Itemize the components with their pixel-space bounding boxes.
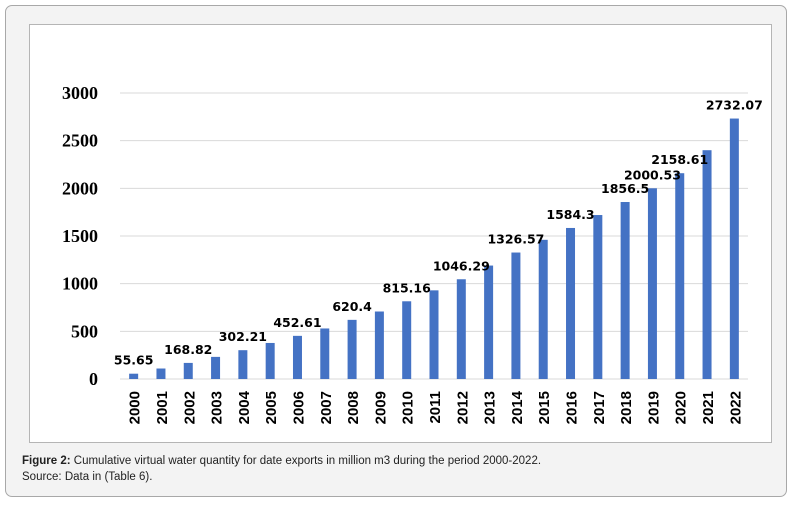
x-tick-label: 2007 — [318, 391, 335, 424]
bar — [211, 356, 221, 379]
x-tick-label: 2001 — [154, 391, 171, 424]
caption-source: Source: Data in (Table 6). — [22, 471, 153, 483]
bar — [675, 173, 685, 379]
x-tick-label: 2016 — [564, 391, 581, 424]
data-label: 55.65 — [114, 353, 154, 368]
x-tick-label: 2010 — [400, 391, 417, 424]
y-tick-label: 1500 — [62, 226, 98, 246]
x-tick-label: 2012 — [454, 391, 471, 424]
x-tick-label: 2009 — [372, 391, 389, 424]
bar — [402, 301, 412, 379]
x-tick-label: 2020 — [673, 391, 690, 424]
x-tick-label: 2008 — [345, 391, 362, 424]
x-tick-label: 2018 — [618, 391, 635, 424]
x-tick-label: 2002 — [181, 391, 198, 424]
bar — [429, 290, 439, 379]
y-tick-label: 2000 — [62, 178, 98, 198]
x-tick-label: 2017 — [591, 391, 608, 424]
bar — [320, 328, 330, 379]
bar — [374, 311, 384, 379]
x-tick-label: 2015 — [536, 391, 553, 424]
bar — [183, 362, 193, 379]
x-tick-label: 2005 — [263, 391, 280, 424]
x-tick-label: 2004 — [236, 390, 253, 424]
data-label: 452.61 — [273, 315, 321, 330]
bar — [702, 150, 712, 379]
chart-area: 0 500 1000 1500 2000 2500 3000 2000 2001 2002 2003… — [29, 24, 772, 443]
bar — [456, 279, 466, 379]
bar — [156, 368, 166, 379]
bar — [265, 342, 275, 379]
figure-caption: Figure 2: Cumulative virtual water quant… — [22, 453, 782, 485]
bar — [511, 252, 521, 379]
y-tick-label: 2500 — [62, 131, 98, 151]
bar — [538, 239, 548, 379]
data-label: 302.21 — [219, 329, 267, 344]
data-label: 2732.07 — [706, 98, 763, 113]
x-tick-label: 2013 — [482, 391, 499, 424]
y-tick-label: 500 — [71, 321, 98, 341]
bar — [729, 118, 739, 379]
bar — [593, 215, 603, 379]
data-label: 1326.57 — [487, 232, 544, 247]
bar — [647, 188, 657, 379]
data-label: 1856.5 — [601, 181, 649, 196]
bar — [347, 319, 357, 379]
caption-line: Figure 2: Cumulative virtual water quant… — [22, 453, 782, 469]
x-tick-label: 2022 — [727, 391, 744, 424]
data-label: 815.16 — [383, 280, 432, 295]
y-tick-label: 3000 — [62, 83, 98, 103]
x-tick-label: 2006 — [290, 391, 307, 424]
bar — [484, 265, 494, 379]
x-tick-label: 2021 — [700, 391, 717, 424]
bar-chart: 0 500 1000 1500 2000 2500 3000 2000 2001 2002 2003… — [62, 83, 763, 424]
figure-panel: 0 500 1000 1500 2000 2500 3000 2000 2001 2002 2003… — [5, 5, 787, 497]
data-label: 168.82 — [164, 342, 212, 357]
x-tick-label: 2019 — [645, 391, 662, 424]
caption-text: Cumulative virtual water quantity for da… — [73, 455, 542, 467]
bar — [566, 227, 576, 379]
x-tick-label: 2011 — [427, 391, 444, 424]
y-tick-label: 0 — [89, 369, 98, 389]
x-tick-label: 2000 — [127, 391, 144, 424]
bar — [620, 202, 630, 379]
data-label: 2158.61 — [651, 152, 708, 167]
bar — [292, 335, 302, 379]
caption-label: Figure 2: — [22, 455, 71, 467]
bar — [238, 350, 248, 379]
x-tick-label: 2003 — [209, 391, 226, 424]
bar — [129, 373, 139, 379]
x-tick-label: 2014 — [509, 390, 526, 424]
data-label: 620.4 — [332, 299, 372, 314]
data-label: 1584.3 — [546, 207, 594, 222]
data-label: 2000.53 — [624, 167, 681, 182]
y-tick-label: 1000 — [62, 274, 98, 294]
data-label: 1046.29 — [433, 258, 490, 273]
